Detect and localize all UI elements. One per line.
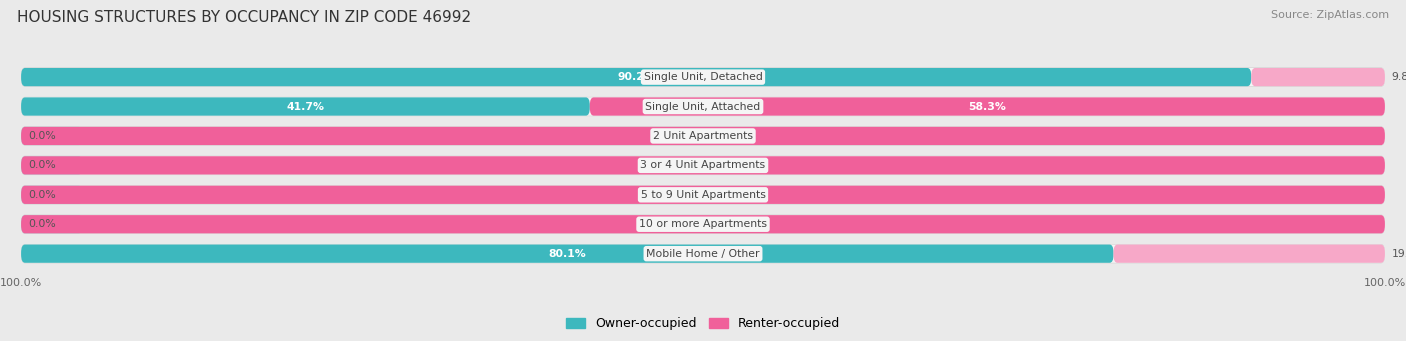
Text: 100.0%: 100.0% — [681, 190, 725, 200]
FancyBboxPatch shape — [21, 215, 1385, 233]
Text: 3 or 4 Unit Apartments: 3 or 4 Unit Apartments — [641, 160, 765, 170]
FancyBboxPatch shape — [21, 215, 83, 233]
Text: 100.0%: 100.0% — [681, 160, 725, 170]
FancyBboxPatch shape — [21, 98, 589, 116]
FancyBboxPatch shape — [1114, 244, 1385, 263]
Text: 2 Unit Apartments: 2 Unit Apartments — [652, 131, 754, 141]
FancyBboxPatch shape — [1251, 68, 1385, 86]
FancyBboxPatch shape — [589, 98, 1385, 116]
Text: 9.8%: 9.8% — [1392, 72, 1406, 82]
Text: 0.0%: 0.0% — [28, 190, 56, 200]
FancyBboxPatch shape — [21, 156, 1385, 175]
FancyBboxPatch shape — [21, 244, 1385, 263]
FancyBboxPatch shape — [21, 156, 1385, 175]
Text: 0.0%: 0.0% — [28, 131, 56, 141]
FancyBboxPatch shape — [21, 244, 1385, 263]
FancyBboxPatch shape — [21, 68, 1251, 86]
FancyBboxPatch shape — [21, 156, 83, 175]
FancyBboxPatch shape — [21, 97, 1385, 116]
FancyBboxPatch shape — [21, 127, 1385, 145]
Text: 0.0%: 0.0% — [28, 219, 56, 229]
FancyBboxPatch shape — [21, 127, 1385, 145]
FancyBboxPatch shape — [21, 186, 1385, 204]
Text: 5 to 9 Unit Apartments: 5 to 9 Unit Apartments — [641, 190, 765, 200]
Text: 58.3%: 58.3% — [969, 102, 1007, 112]
Text: Single Unit, Attached: Single Unit, Attached — [645, 102, 761, 112]
Text: 10 or more Apartments: 10 or more Apartments — [638, 219, 768, 229]
FancyBboxPatch shape — [21, 68, 1385, 87]
FancyBboxPatch shape — [21, 185, 1385, 205]
FancyBboxPatch shape — [21, 186, 1385, 204]
FancyBboxPatch shape — [21, 215, 1385, 233]
Text: HOUSING STRUCTURES BY OCCUPANCY IN ZIP CODE 46992: HOUSING STRUCTURES BY OCCUPANCY IN ZIP C… — [17, 10, 471, 25]
FancyBboxPatch shape — [21, 127, 83, 145]
Legend: Owner-occupied, Renter-occupied: Owner-occupied, Renter-occupied — [561, 312, 845, 335]
FancyBboxPatch shape — [21, 244, 1114, 263]
Text: 19.9%: 19.9% — [1392, 249, 1406, 259]
Text: 100.0%: 100.0% — [681, 131, 725, 141]
Text: Source: ZipAtlas.com: Source: ZipAtlas.com — [1271, 10, 1389, 20]
Text: 80.1%: 80.1% — [548, 249, 586, 259]
Text: 41.7%: 41.7% — [287, 102, 325, 112]
Text: 100.0%: 100.0% — [681, 219, 725, 229]
FancyBboxPatch shape — [21, 68, 1385, 86]
FancyBboxPatch shape — [21, 98, 1385, 116]
Text: Mobile Home / Other: Mobile Home / Other — [647, 249, 759, 259]
FancyBboxPatch shape — [21, 214, 1385, 234]
Text: 0.0%: 0.0% — [28, 160, 56, 170]
Text: 90.2%: 90.2% — [617, 72, 655, 82]
FancyBboxPatch shape — [21, 186, 83, 204]
Text: Single Unit, Detached: Single Unit, Detached — [644, 72, 762, 82]
FancyBboxPatch shape — [21, 156, 1385, 175]
FancyBboxPatch shape — [21, 126, 1385, 146]
